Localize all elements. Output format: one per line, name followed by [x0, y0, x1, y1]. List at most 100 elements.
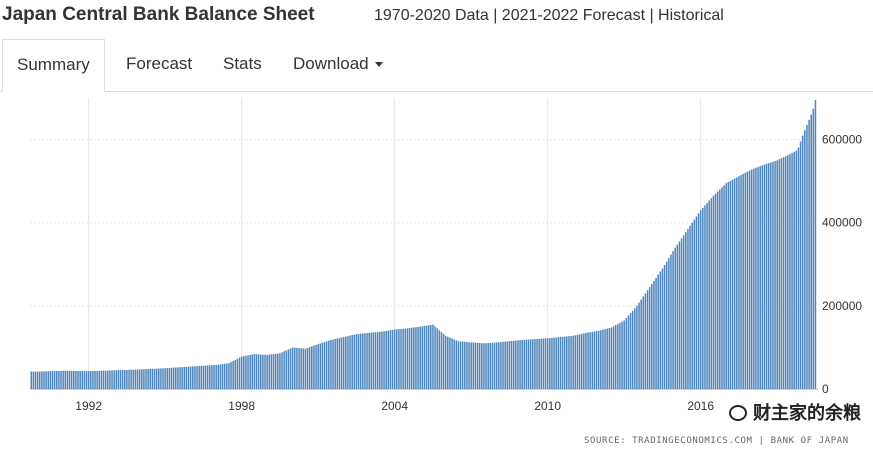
chart-bar — [570, 336, 572, 389]
chart-bar — [559, 337, 562, 389]
chart-bar — [215, 364, 217, 389]
y-tick-label: 600000 — [822, 133, 862, 147]
chart-bar — [604, 329, 606, 389]
chart-bar — [538, 338, 540, 389]
chart-bar — [695, 216, 698, 389]
x-tick-label: 2010 — [534, 399, 561, 413]
chart-bar — [733, 178, 736, 389]
chart-bar — [92, 370, 94, 389]
chart-bar — [128, 369, 130, 389]
chart-bar — [213, 365, 215, 389]
chart-bar — [107, 370, 109, 389]
chart-bar — [168, 367, 171, 389]
chart-bar — [699, 210, 702, 389]
chart-bar — [87, 371, 90, 389]
chart-bar — [370, 332, 373, 389]
chart-bar — [238, 357, 241, 389]
chart-bar — [527, 339, 530, 389]
chart-bar — [45, 371, 47, 389]
chart-bar — [808, 119, 810, 389]
chart-bar — [693, 219, 696, 389]
chart-bar — [362, 333, 364, 389]
chart-bar — [589, 332, 591, 389]
chart-bar — [355, 334, 358, 389]
chart-bar — [230, 362, 232, 389]
chart-bar — [400, 328, 402, 389]
chart-bar — [413, 327, 415, 389]
tab-forecast[interactable]: Forecast — [124, 39, 194, 91]
chart-bar — [770, 162, 772, 389]
tab-download[interactable]: Download — [291, 39, 385, 91]
chart-bar — [179, 367, 181, 389]
chart-bar — [723, 185, 725, 389]
chart-bar — [302, 348, 305, 389]
chart-bar — [517, 340, 519, 389]
chart-bar — [219, 364, 222, 389]
chart-bar — [298, 348, 300, 389]
chart-bar — [172, 367, 175, 389]
chart-bar — [211, 365, 213, 389]
chart-bar — [625, 317, 628, 389]
chart-bar — [96, 370, 98, 389]
chart-bar — [249, 354, 251, 389]
chart-bar — [234, 359, 237, 389]
chart-bar — [160, 368, 162, 389]
tab-download-label: Download — [293, 54, 369, 73]
chart-bar — [593, 331, 596, 389]
chart-bar — [376, 332, 379, 389]
wechat-icon — [729, 405, 747, 421]
chart-bar — [100, 370, 103, 389]
chart-bar — [685, 232, 687, 389]
chart-bar — [47, 371, 50, 389]
chart-bar — [587, 332, 589, 389]
chart-bar — [461, 341, 464, 389]
source-note: SOURCE: TRADINGECONOMICS.COM | BANK OF J… — [584, 436, 849, 446]
tab-summary[interactable]: Summary — [2, 39, 105, 92]
chart-bar — [81, 371, 84, 389]
chart-bar — [228, 363, 230, 389]
chart-bar — [668, 258, 670, 389]
tab-stats[interactable]: Stats — [221, 39, 264, 91]
chart-bar — [306, 347, 309, 389]
chart-bar — [317, 344, 319, 389]
chart-bar — [623, 320, 625, 389]
chart-bar — [34, 371, 37, 389]
chart-bar — [719, 189, 721, 389]
chart-bar — [610, 327, 613, 389]
chart-bar — [262, 354, 264, 389]
chart-bar — [481, 343, 483, 389]
tab-summary-label: Summary — [17, 55, 90, 74]
chart-bar — [217, 364, 220, 389]
chart-bar — [66, 370, 69, 389]
chart-bar — [251, 354, 254, 389]
chart-bar — [406, 328, 409, 389]
chart-bar — [631, 310, 634, 389]
chart-bar — [357, 333, 360, 389]
chart-bar — [449, 337, 451, 389]
chart-bar — [661, 268, 664, 389]
chart-bar — [325, 341, 328, 389]
chart-bar — [345, 336, 347, 389]
chart-bar — [330, 339, 332, 389]
chart-bar — [425, 325, 428, 389]
chart-bar — [789, 154, 791, 389]
chart-bar — [336, 338, 339, 389]
chart-bar — [145, 369, 147, 389]
chart-bar — [561, 336, 564, 389]
chart-bar — [810, 114, 812, 389]
chevron-down-icon — [374, 62, 383, 68]
chart-bar — [440, 332, 443, 389]
chart-bar — [417, 326, 419, 389]
chart-bar — [665, 261, 668, 389]
chart-bar — [767, 163, 770, 389]
page-title: Japan Central Bank Balance Sheet — [2, 4, 315, 25]
chart-bar — [342, 337, 345, 389]
chart-bar — [655, 277, 657, 389]
chart-bar — [104, 370, 107, 389]
chart-bar — [151, 368, 154, 389]
chart-bar — [555, 337, 557, 389]
chart-bar — [117, 370, 120, 389]
chart-bar — [383, 331, 385, 389]
chart-bar — [240, 356, 243, 389]
chart-bar — [187, 366, 190, 389]
